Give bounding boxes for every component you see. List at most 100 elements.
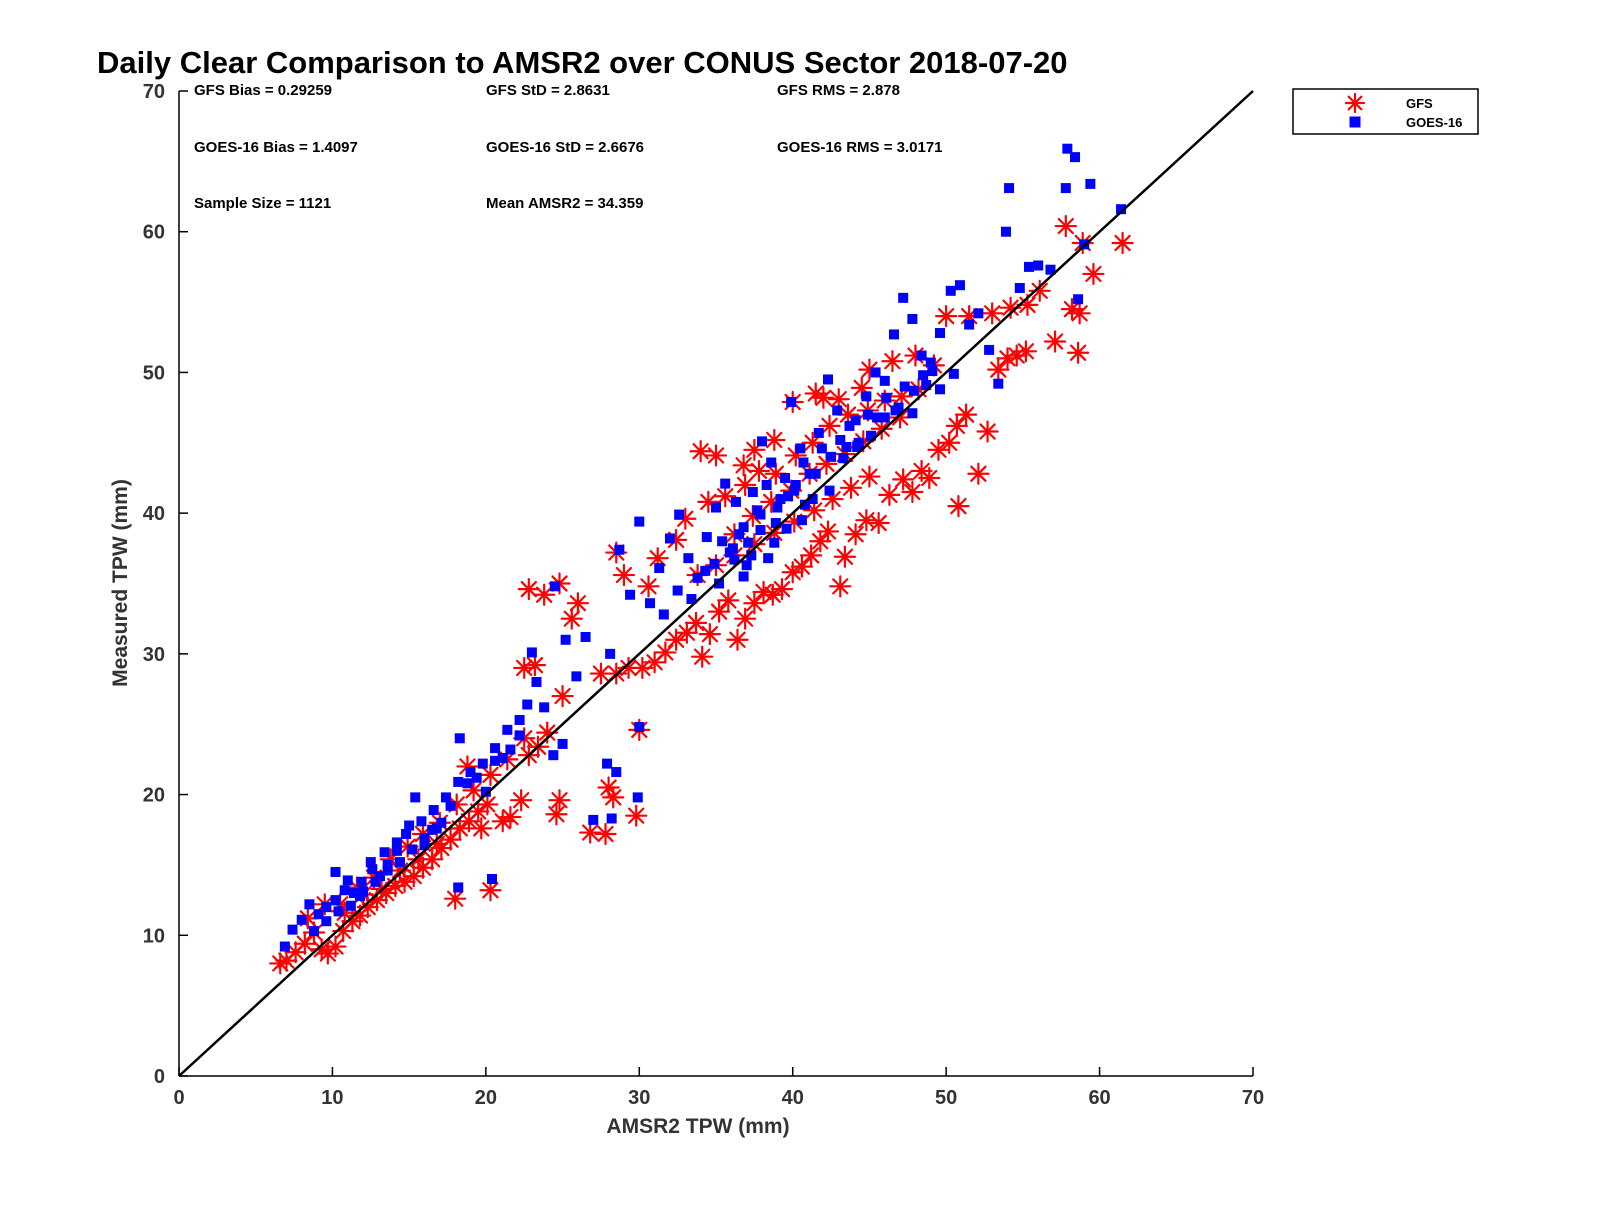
x-tick-label: 70: [1242, 1087, 1264, 1109]
data-point: [727, 543, 738, 554]
data-point: [704, 444, 728, 467]
data-point: [436, 817, 447, 828]
data-point: [824, 485, 835, 496]
data-point: [634, 516, 645, 527]
data-point: [812, 386, 835, 409]
data-point: [324, 935, 347, 958]
chart-title: Daily Clear Comparison to AMSR2 over CON…: [97, 45, 1068, 80]
data-point: [645, 598, 656, 609]
data-point: [287, 924, 298, 935]
data-point: [453, 776, 464, 787]
data-point: [419, 840, 430, 851]
data-point: [945, 414, 968, 437]
data-point: [365, 857, 376, 868]
data-point: [1014, 340, 1038, 363]
data-point: [741, 560, 752, 571]
data-point: [850, 415, 861, 426]
data-point: [711, 502, 721, 513]
stat-label: GOES-16 Bias = 1.4097: [194, 139, 358, 156]
data-point: [637, 575, 660, 598]
x-tick-label: 10: [321, 1087, 343, 1109]
data-point: [686, 593, 697, 604]
data-point: [382, 859, 393, 870]
data-point: [330, 866, 341, 877]
data-point: [625, 804, 648, 827]
data-point: [517, 578, 540, 601]
data-point: [477, 758, 488, 769]
data-point: [560, 634, 571, 645]
data-point: [829, 575, 852, 598]
y-tick-label: 70: [143, 81, 165, 103]
data-point: [789, 485, 800, 496]
data-point: [726, 628, 749, 651]
data-point: [522, 699, 533, 710]
data-point: [321, 916, 332, 927]
data-point: [1068, 302, 1091, 325]
data-point: [807, 494, 818, 505]
series-goes-16: [279, 143, 1127, 952]
legend-marker: [1349, 116, 1361, 128]
data-point: [683, 553, 694, 564]
data-point: [881, 392, 892, 403]
stat-label: Sample Size = 1121: [194, 195, 331, 212]
data-point: [674, 509, 685, 520]
data-point: [714, 485, 737, 508]
data-point: [510, 789, 533, 812]
data-point: [832, 405, 843, 416]
data-point: [954, 280, 965, 291]
data-point: [502, 724, 513, 735]
data-point: [1054, 214, 1077, 238]
data-point: [738, 522, 749, 533]
data-point: [391, 837, 402, 848]
data-point: [1043, 330, 1067, 353]
data-point: [879, 412, 890, 423]
data-point: [440, 792, 451, 803]
legend: GFS GOES-16: [1292, 88, 1479, 135]
data-point: [984, 344, 995, 355]
data-point: [734, 607, 757, 630]
data-point: [374, 871, 385, 882]
data-point: [654, 641, 677, 664]
data-point: [790, 555, 814, 578]
data-point: [839, 476, 863, 499]
data-point: [938, 431, 961, 454]
one-to-one-line: [178, 90, 1254, 1077]
data-point: [862, 409, 873, 420]
data-point: [888, 329, 899, 340]
data-point: [505, 744, 516, 755]
data-point: [770, 517, 781, 528]
data-point: [772, 502, 783, 513]
series-layer: [269, 143, 1134, 975]
data-point: [810, 468, 821, 479]
data-point: [479, 763, 502, 786]
data-point: [419, 833, 430, 844]
data-point: [747, 487, 758, 498]
data-point: [309, 926, 320, 937]
data-point: [738, 571, 749, 582]
data-point: [612, 563, 636, 587]
data-point: [766, 457, 777, 468]
data-point: [339, 885, 350, 896]
data-point: [526, 647, 537, 658]
y-tick-label: 60: [143, 222, 165, 244]
data-point: [798, 457, 809, 468]
data-point: [709, 558, 720, 569]
data-point: [729, 554, 740, 565]
data-point: [899, 381, 910, 392]
data-point: [855, 509, 878, 532]
data-point: [867, 511, 890, 535]
data-point: [993, 378, 1004, 389]
data-point: [872, 412, 883, 423]
data-point: [684, 611, 708, 635]
data-point: [391, 845, 402, 856]
data-point: [1116, 204, 1127, 215]
data-point: [861, 391, 872, 402]
data-point: [973, 308, 984, 319]
y-tick-label: 20: [143, 785, 165, 807]
data-point: [557, 738, 568, 749]
x-axis-ticks: 0 10 20 30 40 50 60 70: [173, 1067, 1264, 1109]
data-point: [865, 430, 876, 441]
legend-box: [1292, 88, 1479, 135]
data-point: [1000, 226, 1011, 237]
